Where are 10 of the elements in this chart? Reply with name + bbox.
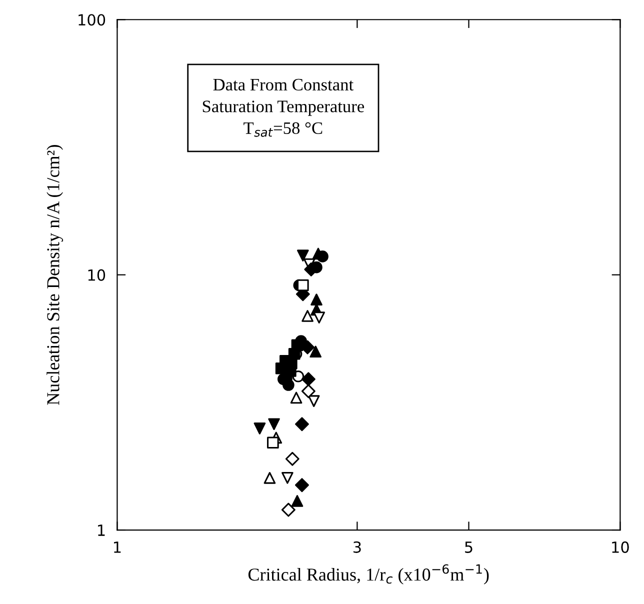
y-axis-title: Nucleation Site Density n/A (1/cm²) <box>46 145 64 405</box>
y-tick-label: 100 <box>78 14 106 26</box>
y-tick-label: 1 <box>98 524 105 536</box>
x-tick-label: 3 <box>353 541 361 553</box>
x-tick-label: 1 <box>114 542 121 553</box>
y-tick-label: 10 <box>88 269 106 281</box>
x-axis-title: Critical Radius, 1/r$_{c}$ (x10$^{−6}$m$^{−1}$) <box>248 564 489 584</box>
annotation: Data From Constant Saturation Temperature T$_{sat}$=58 °C <box>202 78 364 137</box>
x-tick-label: 10 <box>612 541 629 553</box>
x-tick-label: 5 <box>465 542 472 553</box>
